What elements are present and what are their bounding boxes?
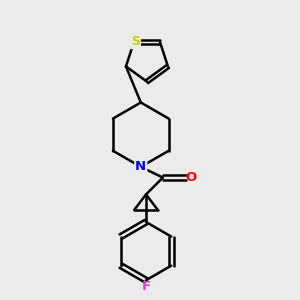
Text: S: S (131, 35, 140, 48)
Text: O: O (186, 171, 197, 184)
Text: F: F (142, 280, 151, 293)
Text: N: N (135, 160, 146, 173)
